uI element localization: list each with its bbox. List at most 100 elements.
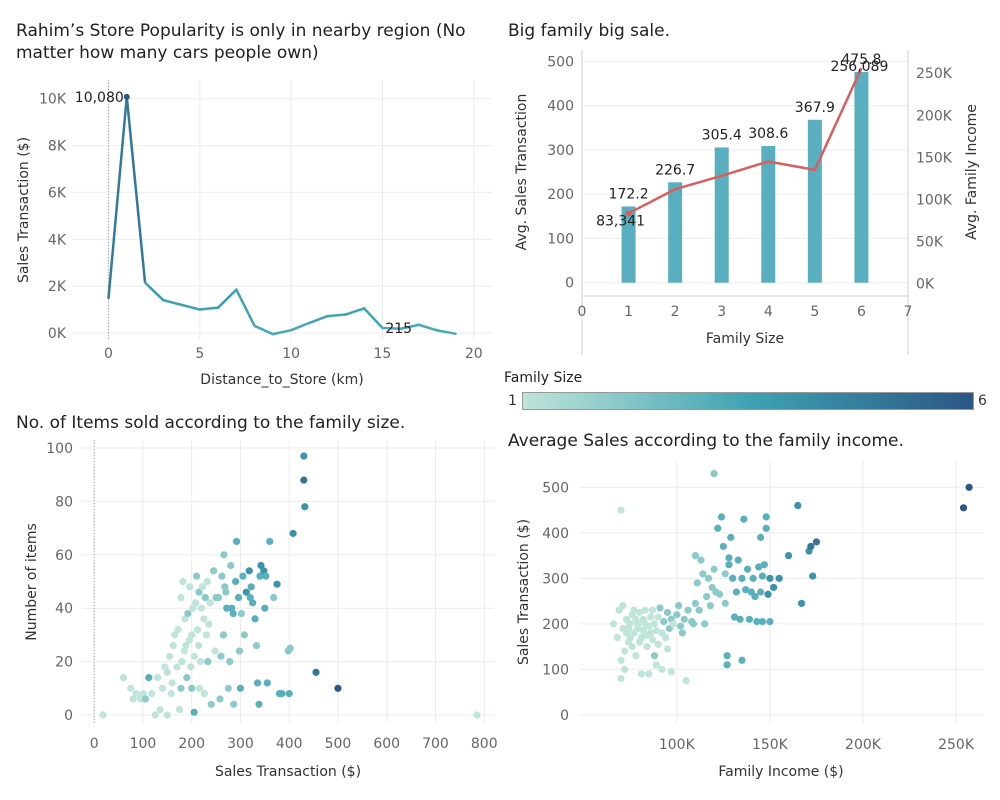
scatter-point: [766, 617, 774, 626]
scatter-point: [749, 574, 757, 582]
scatter-point: [261, 604, 269, 612]
scatter-point: [273, 580, 281, 588]
y-tick-label: 0: [565, 276, 574, 292]
scatter-point: [173, 663, 181, 671]
scatter-point: [740, 515, 748, 523]
scatter-point: [200, 690, 208, 698]
scatter-point: [721, 570, 729, 578]
scatter-point: [218, 572, 226, 580]
y-tick-label: 0: [64, 708, 73, 724]
x-tick-label: 700: [422, 736, 449, 752]
scatter-point: [609, 620, 618, 628]
y-tick-label: 40: [55, 601, 73, 617]
scatter-point: [210, 567, 218, 575]
x-tick-label: 15: [374, 346, 392, 362]
bar-value-label: 475.8: [841, 52, 881, 68]
scatter-point: [645, 670, 653, 678]
x-tick-label: 200K: [845, 737, 882, 753]
scatter-point: [158, 684, 167, 692]
scatter-point: [190, 708, 198, 716]
scatter-point: [179, 577, 187, 586]
bar-value-label: 226.7: [655, 162, 695, 178]
scatter-point: [658, 665, 666, 673]
scatter-point: [236, 684, 245, 692]
scatter-point: [129, 695, 137, 703]
scatter-point: [200, 615, 208, 623]
x-tick-label: 3: [717, 304, 726, 320]
bar-family-size-3: [714, 147, 729, 283]
distance-chart-title-line2: matter how many cars people own): [16, 43, 319, 63]
scatter-point: [652, 661, 660, 669]
y-tick-label: 0K: [48, 326, 67, 342]
scatter-point: [734, 556, 742, 564]
items-scatter-panel: No. of Items sold according to the famil…: [0, 400, 500, 800]
x-tick-label: 1: [624, 304, 633, 320]
bar-value-label: 367.9: [795, 100, 835, 116]
scatter-point: [809, 572, 817, 580]
scatter-point: [660, 617, 668, 626]
scatter-point: [736, 615, 744, 623]
x-tick-label: 800: [471, 736, 498, 752]
distance-line-segment: [399, 323, 421, 331]
scatter-point: [216, 695, 224, 703]
scatter-point: [730, 613, 739, 621]
distance-line-segment: [289, 321, 311, 332]
y-tick-label: 6K: [48, 185, 67, 201]
income-scatter-panel: Average Sales according to the family in…: [500, 420, 1000, 800]
scatter-point: [195, 588, 203, 596]
scatter-point: [701, 620, 709, 628]
scatter-point: [255, 700, 263, 708]
y-tick-label: 300: [542, 571, 569, 587]
scatter-point: [192, 572, 201, 580]
scatter-point: [678, 629, 686, 637]
scatter-point: [645, 622, 653, 630]
scatter-point: [673, 611, 681, 619]
y-tick-label: 400: [542, 526, 569, 542]
scatter-point: [232, 537, 241, 546]
distance-line-segment: [143, 281, 165, 302]
scatter-point: [637, 670, 646, 678]
scatter-point: [188, 684, 196, 692]
scatter-point: [751, 592, 759, 601]
y-tick-label: 300: [547, 143, 574, 159]
distance-line-segment: [362, 307, 384, 330]
scatter-point: [727, 533, 735, 541]
scatter-point: [224, 684, 232, 692]
scatter-point: [725, 561, 733, 569]
scatter-point: [654, 613, 662, 621]
scatter-point: [249, 599, 257, 607]
x-tick-label: 100K: [659, 737, 696, 753]
scatter-point: [222, 588, 230, 596]
distance-line-segment: [125, 95, 147, 284]
scatter-point: [214, 593, 223, 602]
scatter-point: [617, 656, 625, 664]
scatter-point: [182, 641, 190, 650]
scatter-point: [156, 706, 164, 714]
scatter-point: [706, 602, 714, 610]
scatter-point: [217, 652, 225, 660]
x-tick-label: 20: [465, 346, 483, 362]
x-tick-label: 5: [810, 304, 819, 320]
scatter-point: [253, 679, 262, 687]
y-tick-label: 80: [55, 494, 73, 510]
scatter-point: [758, 572, 767, 580]
scatter-point: [220, 551, 228, 559]
scatter-point: [812, 538, 821, 546]
scatter-point: [649, 606, 657, 614]
bar-family-size-2: [668, 182, 683, 283]
scatter-point: [226, 657, 234, 666]
y-tick-label: 0: [560, 708, 569, 724]
y-right-tick-label: 100K: [916, 192, 953, 208]
scatter-point: [245, 567, 253, 575]
y-tick-label: 500: [547, 54, 574, 70]
scatter-point: [652, 627, 660, 635]
family-chart-title: Big family big sale.: [508, 21, 671, 41]
scatter-point: [186, 583, 194, 591]
x-tick-label: 2: [671, 304, 680, 320]
family-chart-panel: Big family big sale. 0 100 200 300 400 500 0K 5…: [500, 0, 1000, 370]
scatter-point: [710, 470, 718, 478]
scatter-point: [619, 602, 627, 610]
scatter-point: [628, 643, 636, 651]
scatter-point: [196, 657, 205, 666]
distance-line-segment: [107, 95, 129, 300]
